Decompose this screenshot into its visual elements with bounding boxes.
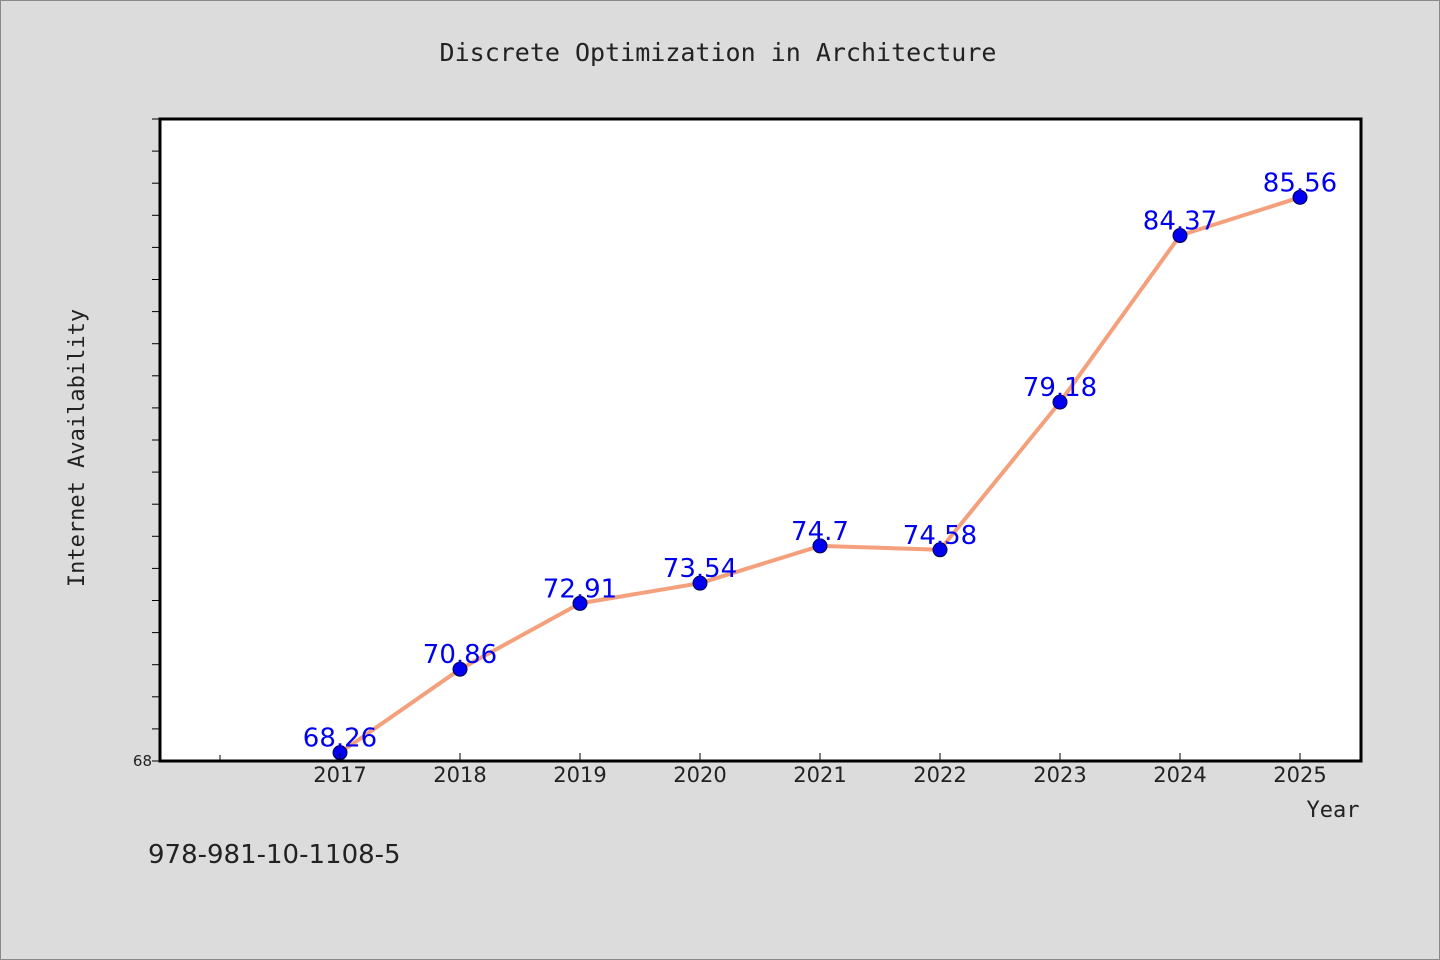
y-axis-label: Internet Availability xyxy=(65,309,90,587)
data-point-2020 xyxy=(692,575,708,591)
x-tick-label-2024: 2024 xyxy=(1153,763,1206,787)
data-point-2022 xyxy=(932,542,948,558)
x-axis-ticks xyxy=(219,753,1301,761)
data-label-2025: 85.56 xyxy=(1263,168,1337,198)
x-tick-label-2023: 2023 xyxy=(1033,763,1086,787)
x-axis-label: Year xyxy=(1307,798,1360,823)
x-tick-label-2020: 2020 xyxy=(673,763,726,787)
data-label-2020: 73.54 xyxy=(663,554,737,584)
isbn-text: 978-981-10-1108-5 xyxy=(148,840,401,870)
series-layer: 68.26 70.86 72.91 73.54 74.7 74.58 79.18 84.37 8… xyxy=(303,168,1337,761)
x-tick-label-2019: 2019 xyxy=(553,763,606,787)
chart-title: Discrete Optimization in Architecture xyxy=(440,38,997,67)
data-point-2019 xyxy=(572,595,588,611)
data-point-2025 xyxy=(1292,189,1308,205)
x-tick-label-2017: 2017 xyxy=(313,763,366,787)
data-point-2024 xyxy=(1172,228,1188,244)
x-tick-label-2022: 2022 xyxy=(913,763,966,787)
data-point-2021 xyxy=(812,538,828,554)
y-axis-ticks xyxy=(152,118,160,762)
data-label-2021: 74.7 xyxy=(791,517,849,547)
plot-area xyxy=(160,119,1361,761)
y-tick-label: 68 xyxy=(133,752,152,770)
x-axis-tick-labels: 2017 2018 2019 2020 2021 2022 2023 2024 2025 xyxy=(313,763,1326,787)
data-label-2019: 72.91 xyxy=(543,574,617,604)
x-tick-label-2025: 2025 xyxy=(1273,763,1326,787)
data-point-2023 xyxy=(1052,394,1068,410)
data-point-2018 xyxy=(452,661,468,677)
data-label-2024: 84.37 xyxy=(1143,207,1217,237)
data-labels: 68.26 70.86 72.91 73.54 74.7 74.58 79.18 84.37 8… xyxy=(303,168,1337,753)
data-label-2022: 74.58 xyxy=(903,521,977,551)
data-label-2023: 79.18 xyxy=(1023,373,1097,403)
series-markers xyxy=(332,189,1308,761)
x-tick-label-2018: 2018 xyxy=(433,763,486,787)
x-tick-label-2021: 2021 xyxy=(793,763,846,787)
data-label-2018: 70.86 xyxy=(423,640,497,670)
data-label-2017: 68.26 xyxy=(303,724,377,754)
